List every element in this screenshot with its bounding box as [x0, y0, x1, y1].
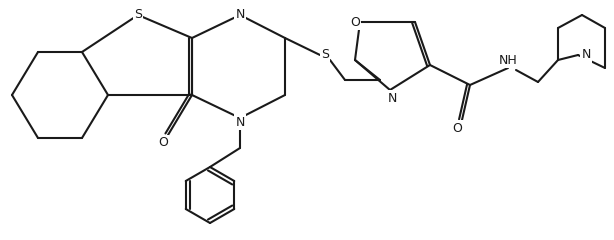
Text: S: S — [321, 48, 329, 61]
Text: N: N — [235, 115, 245, 128]
Text: O: O — [158, 137, 168, 150]
Text: O: O — [350, 16, 360, 29]
Text: NH: NH — [499, 54, 518, 66]
Text: S: S — [134, 8, 142, 22]
Text: O: O — [452, 121, 462, 134]
Text: N: N — [235, 8, 245, 22]
Text: N: N — [581, 48, 591, 61]
Text: N: N — [387, 91, 397, 104]
